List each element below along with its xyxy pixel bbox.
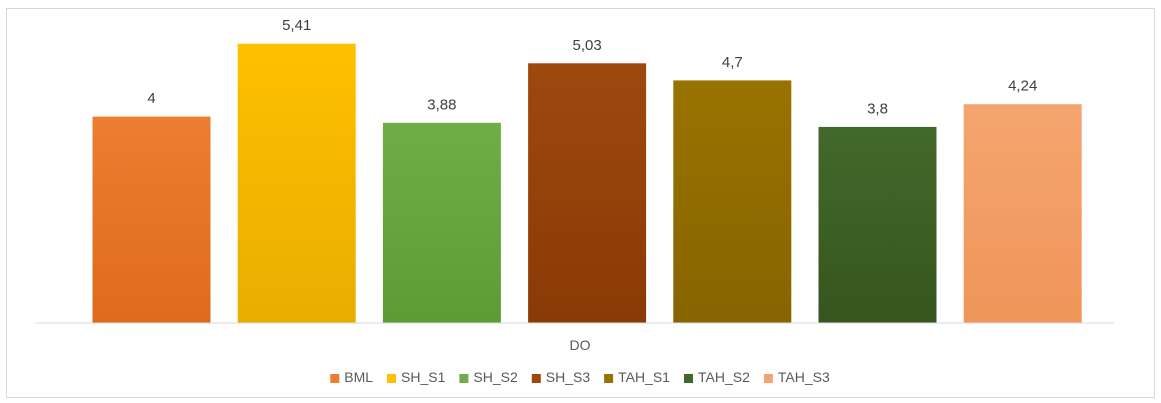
legend-swatch-sh-s3 [531,374,541,383]
data-label-tah-s2: 3,8 [867,100,888,117]
data-label-tah-s1: 4,7 [722,54,743,71]
legend-swatch-sh-s2 [459,374,469,383]
bar-sh-s2 [381,121,502,324]
legend-label-tah-s3: TAH_S3 [778,369,830,385]
bar-sh-s3 [527,62,648,324]
legend-label-tah-s2: TAH_S2 [698,369,750,385]
legend-label-sh-s3: SH_S3 [546,369,591,385]
data-labels-group: 4 5,41 3,88 5,03 4,7 3,8 4,24 [147,17,1037,117]
legend-swatch-tah-s1 [604,374,614,383]
data-label-sh-s3: 5,03 [572,37,601,54]
legend-swatch-tah-s2 [684,374,693,383]
bar-tah-s2 [817,125,938,324]
bar-sh-s1 [236,42,357,324]
legend-label-bml: BML [344,369,373,385]
legend-label-sh-s1: SH_S1 [401,369,446,385]
legend-swatch-tah-s3 [763,374,773,383]
legend-label-sh-s2: SH_S2 [473,369,518,385]
data-label-sh-s2: 3,88 [427,96,456,113]
data-label-bml: 4 [147,90,155,107]
bar-tah-s1 [672,79,793,324]
legend-swatch-bml [330,374,340,383]
data-label-sh-s1: 5,41 [282,17,311,34]
bar-tah-s3 [962,103,1083,324]
category-label-do: DO [570,337,591,353]
data-label-tah-s3: 4,24 [1008,78,1037,95]
legend-swatch-sh-s1 [387,374,396,383]
legend: BML SH_S1 SH_S2 SH_S3 TAH_S1 TAH_S2 TAH_S3 [330,369,830,385]
bar-bml [91,115,212,324]
bars-group [91,42,1083,324]
legend-label-tah-s1: TAH_S1 [618,369,670,385]
